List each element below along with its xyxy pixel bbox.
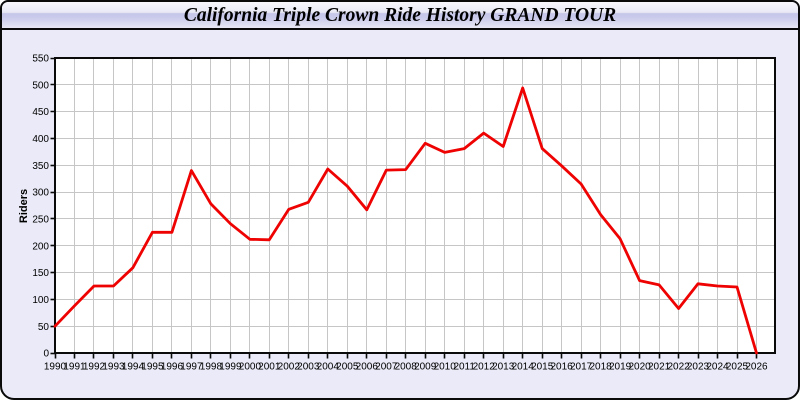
svg-text:200: 200: [32, 241, 49, 252]
svg-text:1993: 1993: [102, 362, 125, 373]
svg-text:1990: 1990: [44, 362, 67, 373]
svg-text:2008: 2008: [395, 362, 418, 373]
svg-text:2007: 2007: [375, 362, 398, 373]
svg-text:2022: 2022: [667, 362, 690, 373]
svg-text:2000: 2000: [239, 362, 262, 373]
svg-text:50: 50: [38, 322, 50, 333]
svg-text:100: 100: [32, 295, 49, 306]
svg-text:2020: 2020: [628, 362, 651, 373]
svg-text:2017: 2017: [570, 362, 593, 373]
svg-text:2025: 2025: [726, 362, 749, 373]
svg-text:250: 250: [32, 215, 49, 226]
svg-text:2014: 2014: [512, 362, 535, 373]
svg-text:1992: 1992: [83, 362, 106, 373]
svg-text:2003: 2003: [297, 362, 320, 373]
svg-text:1997: 1997: [180, 362, 203, 373]
svg-text:300: 300: [32, 188, 49, 199]
svg-text:500: 500: [32, 80, 49, 91]
svg-text:2010: 2010: [434, 362, 457, 373]
svg-text:350: 350: [32, 161, 49, 172]
svg-text:2016: 2016: [550, 362, 573, 373]
svg-text:2004: 2004: [317, 362, 340, 373]
svg-text:0: 0: [43, 349, 49, 360]
svg-text:2019: 2019: [609, 362, 632, 373]
svg-text:1999: 1999: [219, 362, 242, 373]
svg-text:2018: 2018: [589, 362, 612, 373]
svg-text:2006: 2006: [356, 362, 379, 373]
svg-text:550: 550: [32, 54, 49, 65]
svg-text:2011: 2011: [453, 362, 475, 373]
svg-text:2002: 2002: [278, 362, 301, 373]
svg-text:2023: 2023: [687, 362, 710, 373]
svg-text:1998: 1998: [200, 362, 223, 373]
svg-text:2012: 2012: [473, 362, 496, 373]
svg-text:400: 400: [32, 134, 49, 145]
svg-text:2024: 2024: [706, 362, 729, 373]
svg-text:2009: 2009: [414, 362, 437, 373]
svg-text:1991: 1991: [63, 362, 86, 373]
svg-text:Riders: Riders: [18, 189, 30, 223]
svg-text:1996: 1996: [161, 362, 184, 373]
svg-text:450: 450: [32, 107, 49, 118]
svg-text:2015: 2015: [531, 362, 554, 373]
svg-text:1995: 1995: [141, 362, 164, 373]
svg-text:1994: 1994: [122, 362, 145, 373]
svg-text:2026: 2026: [745, 362, 768, 373]
svg-text:150: 150: [32, 268, 49, 279]
svg-text:2013: 2013: [492, 362, 515, 373]
svg-text:2021: 2021: [648, 362, 671, 373]
svg-text:2001: 2001: [258, 362, 281, 373]
svg-text:2005: 2005: [336, 362, 359, 373]
